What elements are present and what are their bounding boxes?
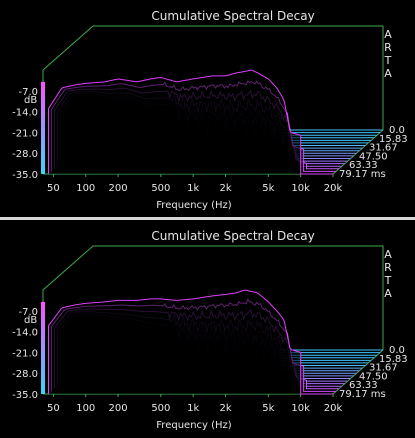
x-tick-label: 100 — [76, 403, 95, 414]
csd-chart-bottom: Cumulative Spectral Decay dB -7.0 -14.0 -21.… — [0, 220, 415, 437]
x-tick-label: 1k — [187, 403, 199, 414]
x-tick-label: 100 — [76, 183, 95, 194]
chart-title: Cumulative Spectral Decay — [151, 9, 314, 23]
x-tick-label: 2k — [219, 403, 231, 414]
z-tick-label: 15.83 — [379, 354, 408, 365]
y-tick-label: -21.0 — [12, 348, 38, 359]
x-tick-label: 500 — [151, 183, 170, 194]
y-axis-label: dB — [24, 95, 37, 106]
z-tick-label: 63.33 — [349, 160, 378, 171]
watermark-letter: A — [384, 28, 392, 41]
chart-title: Cumulative Spectral Decay — [151, 229, 314, 243]
y-tick-label: -21.0 — [12, 128, 38, 139]
z-tick-label: 47.50 — [359, 371, 388, 382]
waterfall-slices — [48, 289, 383, 395]
y-tick-label: -7.0 — [18, 307, 38, 318]
x-tick-label: 20k — [324, 183, 343, 194]
y-tick-label: -14.0 — [12, 328, 38, 339]
z-tick-label: 79.17 ms — [339, 169, 386, 180]
z-tick-label: 47.50 — [359, 151, 388, 162]
x-tick-label: 5k — [262, 403, 274, 414]
y-tick-label: -28.0 — [12, 149, 38, 160]
decay-slice — [48, 289, 333, 395]
x-axis-label: Frequency (Hz) — [156, 200, 232, 211]
watermark-letter: T — [384, 54, 392, 67]
x-tick-label: 10k — [291, 183, 310, 194]
z-tick-label: 31.67 — [369, 143, 398, 154]
z-tick-label: 31.67 — [369, 363, 398, 374]
z-tick-label: 0.0 — [389, 125, 405, 136]
panel-divider — [0, 217, 415, 220]
x-tick-label: 2k — [219, 183, 231, 194]
y-axis-label: dB — [24, 315, 37, 326]
colorbar — [41, 81, 45, 174]
x-tick-label: 20k — [324, 403, 343, 414]
x-tick-label: 50 — [47, 183, 60, 194]
x-tick-label: 50 — [47, 403, 60, 414]
csd-plot-top: Cumulative Spectral Decay dB-7.0 -14.0 -21.… — [12, 9, 408, 211]
csd-chart-top: Cumulative Spectral Decay dB -7.0 -14.0 -21.… — [0, 0, 415, 217]
y-tick-label: -35.0 — [12, 390, 38, 401]
z-tick-label: 0.0 — [389, 345, 405, 356]
x-tick-label: 5k — [262, 183, 274, 194]
x-axis-label: Frequency (Hz) — [156, 420, 232, 431]
y-tick-label: -14.0 — [12, 108, 38, 119]
y-tick-label: -28.0 — [12, 369, 38, 380]
x-tick-label: 10k — [291, 403, 310, 414]
watermark-letter: A — [384, 67, 392, 80]
decay-slice — [48, 69, 333, 175]
z-tick-label: 63.33 — [349, 380, 378, 391]
y-tick-label: -35.0 — [12, 170, 38, 181]
watermark-letter: A — [384, 287, 392, 300]
watermark-letter: A — [384, 248, 392, 261]
z-tick-label: 79.17 ms — [339, 389, 386, 400]
x-tick-label: 200 — [109, 403, 128, 414]
watermark-letter: T — [384, 274, 392, 287]
y-tick-label: -7.0 — [18, 87, 38, 98]
x-tick-label: 200 — [109, 183, 128, 194]
x-tick-label: 1k — [187, 183, 199, 194]
waterfall-slices — [48, 69, 383, 175]
x-tick-label: 500 — [151, 403, 170, 414]
watermark-letter: R — [384, 41, 392, 54]
colorbar — [41, 301, 45, 394]
csd-plot-bottom: Cumulative Spectral Decay dB-7.0 -14.0 -21.… — [12, 229, 408, 431]
watermark-letter: R — [384, 261, 392, 274]
z-tick-label: 15.83 — [379, 134, 408, 145]
